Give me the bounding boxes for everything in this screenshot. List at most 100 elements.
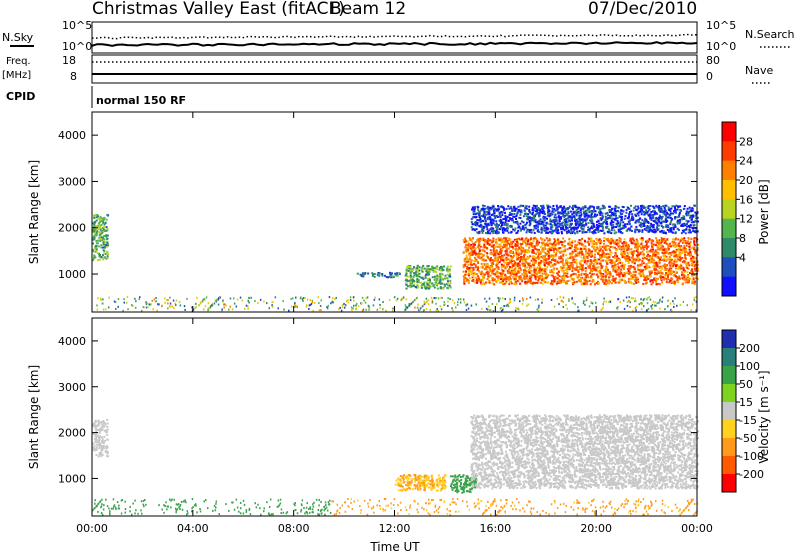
power-cell [633,262,636,265]
plot-title: Christmas Valley East (fitACF) [92,0,345,19]
power-cell [580,277,583,280]
power-cell [690,221,693,224]
power-cell [487,280,490,283]
power-cell [672,274,675,277]
power-cell [620,268,623,271]
power-cell [535,242,538,245]
power-cell [602,306,604,309]
power-cell [670,212,672,215]
power-cell [655,241,658,244]
power-cell [573,281,576,284]
power-cell [566,272,569,275]
power-cell [636,264,639,267]
power-cell [584,205,587,208]
power-cell [628,212,631,215]
power-cell [654,230,657,233]
power-cell [476,221,479,224]
power-cell [523,253,526,256]
power-cell [601,251,604,254]
power-cell [679,210,682,213]
power-cell [633,275,636,278]
power-cell [623,238,626,241]
power-cell [551,225,554,228]
power-cell [633,278,636,281]
power-cell [408,303,410,306]
power-cell [590,255,593,258]
power-cell [658,224,661,227]
power-cell [526,228,529,231]
power-cell [626,249,629,252]
beam-label: Beam 12 [330,0,406,19]
power-cell [456,303,459,306]
power-cell [519,217,522,219]
power-cell [453,302,456,305]
power-cell [97,259,100,262]
power-cell [660,276,662,279]
power-cell [642,262,645,265]
power-cell [506,254,509,257]
power-cell [502,206,505,209]
power-cell [624,275,627,278]
power-cell [596,213,599,216]
power-cell [601,204,604,207]
power-cell [560,217,563,220]
power-cell [94,228,96,231]
power-cell [463,258,466,261]
power-cell [577,225,580,228]
power-cell [532,240,535,242]
power-cell [557,238,560,241]
power-cell [554,248,557,251]
power-cell [417,273,419,276]
power-cell [345,304,347,307]
power-cell [687,275,689,277]
power-cell [520,274,522,277]
power-cell [564,248,567,251]
power-cell [396,274,399,277]
power-cell [665,272,668,275]
power-cell [619,231,622,234]
power-cell [404,279,407,282]
power-cell [416,270,419,273]
power-cell [684,253,686,256]
power-cell [535,237,538,240]
power-cell [465,279,468,282]
power-cell [655,218,658,221]
power-cell [505,244,508,247]
power-cell [555,216,558,219]
power-cell [573,272,576,275]
power-cell [646,229,649,232]
power-cell [439,275,442,278]
power-cell [668,245,671,247]
power-cell [546,222,549,225]
power-cell [559,205,562,208]
power-cell [560,257,563,260]
power-cell [623,272,626,275]
power-cell [630,210,632,213]
power-cell [613,278,616,280]
power-cell [563,276,566,279]
power-cell [559,212,562,215]
power-cell [659,217,662,220]
power-cell [102,230,105,233]
power-cell [365,308,367,311]
power-cell [533,274,536,277]
power-cell [521,227,524,230]
power-cell [562,228,565,231]
power-cell [567,265,570,268]
power-cell [509,213,512,216]
power-cell [504,258,507,261]
power-cell [438,272,441,275]
power-cell [568,218,571,221]
power-cell [653,278,656,281]
power-cell [562,240,565,243]
power-cell [604,256,607,258]
power-cell [493,279,496,282]
power-cell [536,212,539,215]
power-cell [482,275,485,278]
power-cell [585,222,587,225]
power-cell [418,272,421,275]
power-cell [474,256,477,259]
power-cell [482,277,484,280]
power-cell [674,238,677,241]
power-cell [691,272,694,275]
